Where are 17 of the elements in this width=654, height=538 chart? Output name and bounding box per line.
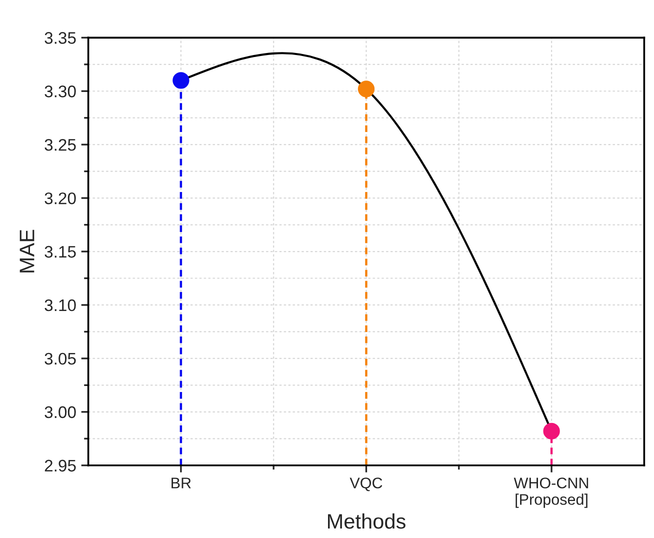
y-tick-label: 3.20 (44, 192, 76, 204)
y-tick-label: 3.15 (44, 246, 76, 258)
point (172, 72, 190, 89)
y-tick-label: 3.10 (44, 299, 76, 312)
y-tick-label: 3.35 (44, 32, 76, 44)
x-tick-label: BR (172, 478, 191, 488)
x-tick-label: WHO-CNN [Proposed] (514, 478, 588, 508)
y-tick-label: 2.95 (44, 460, 76, 472)
y-tick-label: 3.25 (44, 138, 76, 151)
y-tick-label: 3.05 (44, 352, 76, 365)
point (543, 422, 560, 440)
point (358, 80, 375, 98)
y-tick-label: 3.30 (44, 86, 76, 98)
x-axis-title: Methods (328, 513, 406, 529)
y-axis-title: MAE (20, 230, 34, 272)
x-tick-label: VQC (350, 478, 382, 492)
y-tick-label: 3.00 (44, 406, 76, 418)
